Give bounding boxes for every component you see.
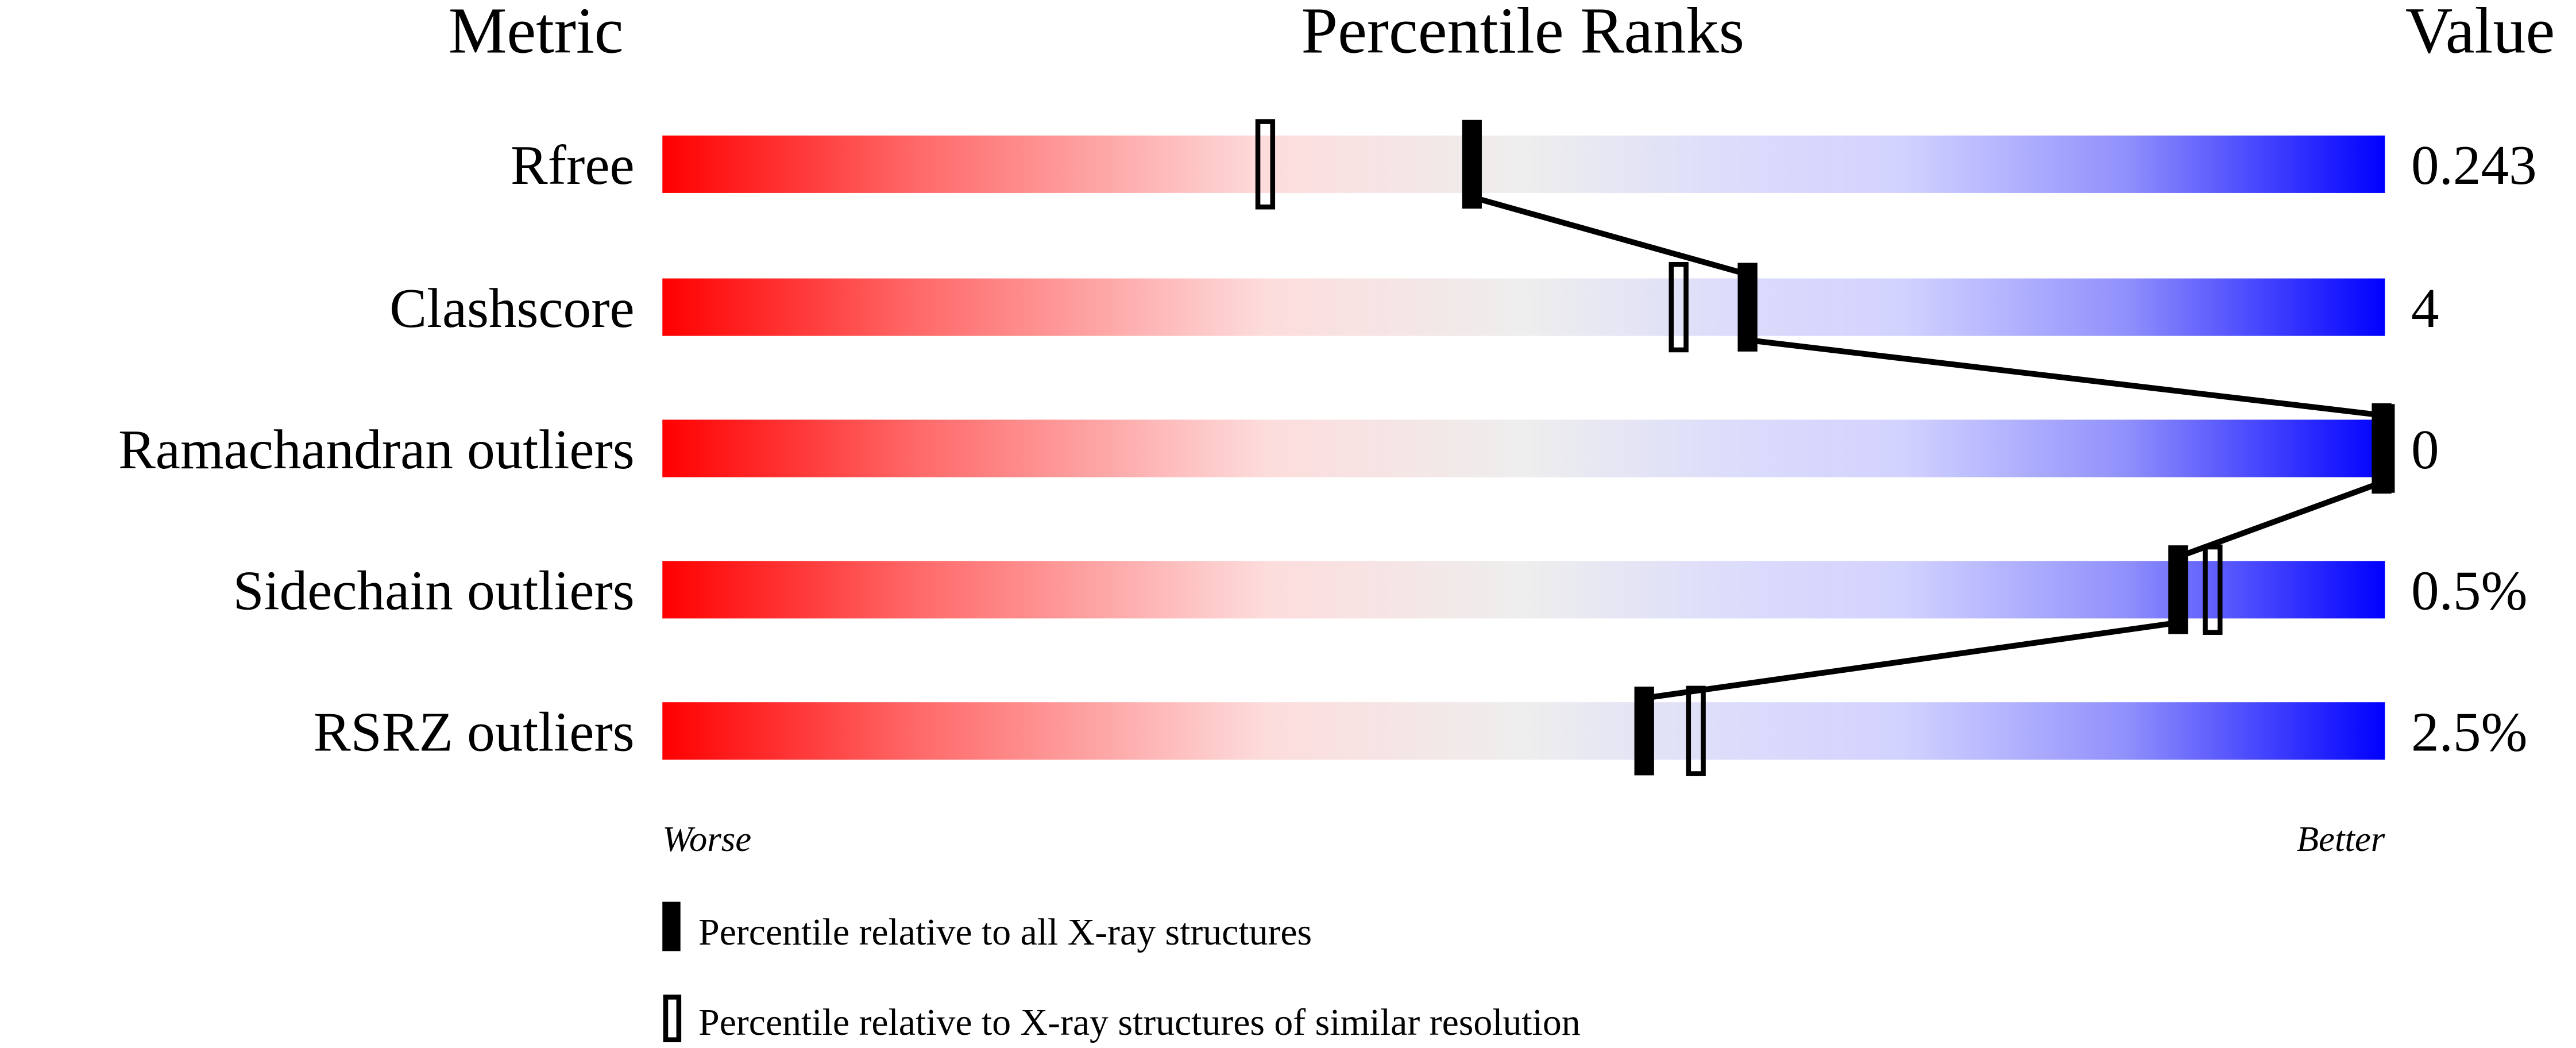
metric-value: 0 <box>2411 419 2439 481</box>
axis-label-worse: Worse <box>662 819 751 859</box>
metric-value: 0.243 <box>2411 134 2537 196</box>
metric-row: Sidechain outliers 0.5% <box>233 560 2528 622</box>
header-value: Value <box>2405 0 2555 67</box>
metric-value: 0.5% <box>2411 560 2527 622</box>
metric-value: 2.5% <box>2411 702 2527 764</box>
metric-row: RSRZ outliers 2.5% <box>314 702 2528 764</box>
percentile-bar <box>662 419 2385 477</box>
percentile-bar <box>662 561 2385 619</box>
header-metric: Metric <box>449 0 624 67</box>
legend-filled-marker <box>662 901 681 951</box>
marker-similar-resolution <box>2203 544 2223 635</box>
marker-similar-resolution <box>1255 119 1276 210</box>
metric-row: Ramachandran outliers 0 <box>118 419 2439 481</box>
connector-line <box>1643 619 2179 702</box>
marker-all-structures <box>1737 263 1758 352</box>
percentile-bar <box>662 278 2385 336</box>
percentile-bar <box>662 702 2385 760</box>
metric-label: Rfree <box>511 134 635 196</box>
metric-label: Clashscore <box>389 278 634 340</box>
metric-label: RSRZ outliers <box>314 702 635 764</box>
metric-label: Ramachandran outliers <box>118 419 635 481</box>
marker-all-structures <box>2168 545 2188 634</box>
header-percentile-ranks: Percentile Ranks <box>1301 0 1745 67</box>
marker-all-structures <box>1634 687 1654 776</box>
metric-row: Clashscore 4 <box>389 278 2439 340</box>
metric-value: 4 <box>2411 278 2439 340</box>
marker-similar-resolution <box>1669 261 1689 353</box>
connector-line <box>1747 337 2385 419</box>
connector-line <box>1471 194 1748 278</box>
legend-label-similar: Percentile relative to X-ray structures … <box>698 1001 1581 1043</box>
metric-label: Sidechain outliers <box>233 560 635 622</box>
marker-all-structures <box>2375 404 2395 493</box>
metric-row: Rfree 0.243 <box>511 134 2537 196</box>
legend-label-all: Percentile relative to all X-ray structu… <box>698 911 1312 953</box>
axis-label-better: Better <box>2297 819 2385 859</box>
marker-similar-resolution <box>1686 685 1706 776</box>
connector-line <box>2177 478 2386 560</box>
legend-open-marker <box>663 995 682 1042</box>
percentile-bar <box>662 135 2385 193</box>
marker-all-structures <box>1462 120 1482 209</box>
